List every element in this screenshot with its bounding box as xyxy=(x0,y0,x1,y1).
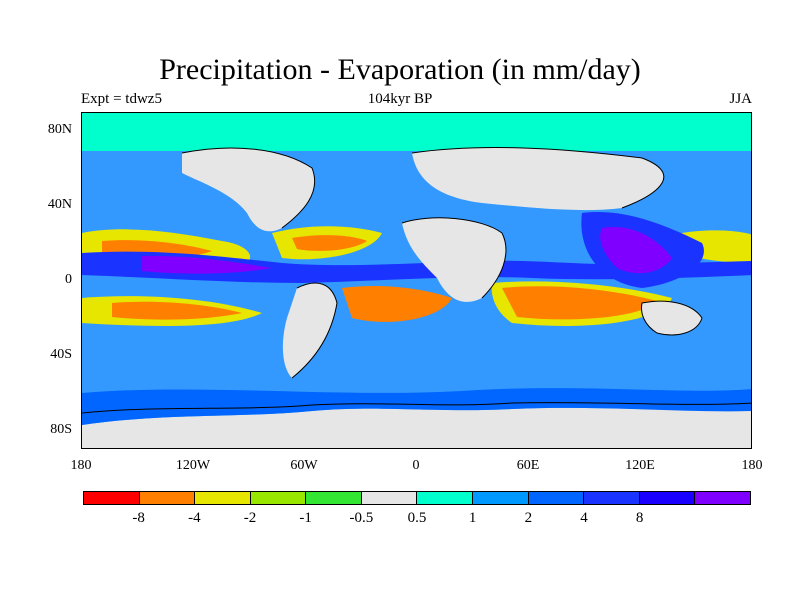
lon-tick-120e: 120E xyxy=(625,458,655,473)
colorbar-label: -4 xyxy=(188,510,201,526)
colorbar-box xyxy=(306,492,362,504)
colorbar-box xyxy=(473,492,529,504)
monsoon-core xyxy=(600,227,672,274)
lat-tick-80n: 80N xyxy=(47,122,72,137)
antarctic-coast xyxy=(82,402,751,414)
experiment-label: Expt = tdwz5 xyxy=(81,91,162,107)
season-label: JJA xyxy=(729,91,752,107)
lon-tick-60w: 60W xyxy=(290,458,318,473)
colorbar-box xyxy=(361,492,418,504)
period-label: 104kyr BP xyxy=(367,91,433,107)
lon-tick-0: 0 xyxy=(412,458,420,473)
colorbar-box xyxy=(639,492,696,504)
lon-tick-60e: 60E xyxy=(516,458,540,473)
itcz-band xyxy=(82,251,751,283)
colorbar-box xyxy=(139,492,196,504)
southern-ocean-belt xyxy=(82,388,751,425)
itcz-core-epac xyxy=(142,255,272,274)
colorbar-label: 2 xyxy=(524,510,533,526)
colorbar-label: 8 xyxy=(635,510,644,526)
colorbar-label: 4 xyxy=(580,510,588,526)
lon-tick-180w: 180 xyxy=(70,458,92,473)
satl-dry xyxy=(342,286,452,322)
arctic-band xyxy=(82,113,751,151)
north-america xyxy=(182,148,315,232)
natl-dry-core xyxy=(292,235,367,251)
colorbar-label: 0.5 xyxy=(407,510,427,526)
colorbar-label: -2 xyxy=(243,510,257,526)
colorbar-box xyxy=(84,492,140,504)
lat-tick-40s: 40S xyxy=(50,347,72,362)
spac-dry-core xyxy=(112,301,242,320)
colorbar-box xyxy=(250,492,307,504)
eurasia xyxy=(412,147,664,211)
pe-field-map xyxy=(82,113,751,448)
chart-title: Precipitation - Evaporation (in mm/day) xyxy=(159,53,641,86)
colorbar-label: 1 xyxy=(468,510,477,526)
colorbar-box xyxy=(584,492,640,504)
lon-tick-180e: 180 xyxy=(741,458,763,473)
colorbar xyxy=(83,491,751,505)
lat-tick-40n: 40N xyxy=(47,197,72,212)
lat-tick-0: 0 xyxy=(65,272,72,287)
colorbar-box xyxy=(195,492,251,504)
colorbar-label: -1 xyxy=(299,510,312,526)
map-panel xyxy=(81,112,752,449)
lat-tick-80s: 80S xyxy=(50,422,72,437)
colorbar-box xyxy=(695,492,750,504)
colorbar-box xyxy=(417,492,474,504)
coastlines xyxy=(181,147,703,379)
sind-dry-core xyxy=(502,286,657,320)
africa xyxy=(402,217,506,302)
colorbar-box xyxy=(528,492,585,504)
australia xyxy=(641,301,702,335)
south-america xyxy=(282,283,337,378)
colorbar-label: -0.5 xyxy=(349,510,374,526)
colorbar-label: -8 xyxy=(132,510,145,526)
antarctica xyxy=(82,407,751,448)
lon-tick-120w: 120W xyxy=(175,458,211,473)
